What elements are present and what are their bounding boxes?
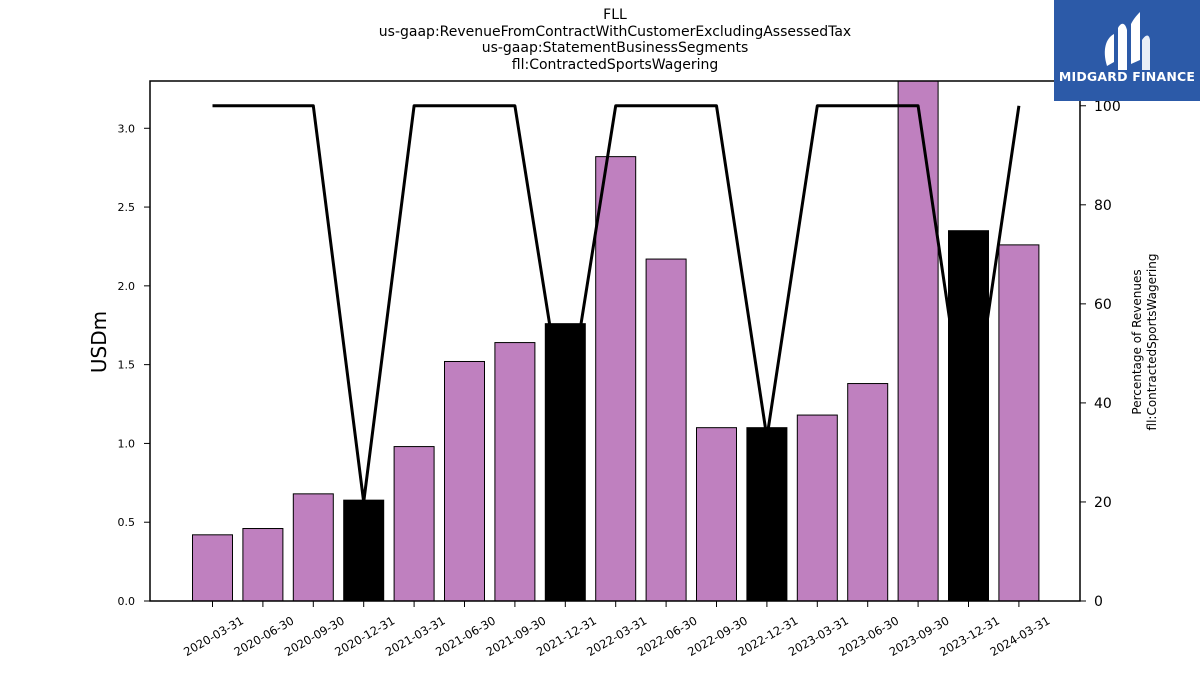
y-tick-label: 2.5 [118, 201, 136, 214]
midgard-logo-icon [1104, 12, 1150, 70]
y2-tick-label: 60 [1094, 297, 1112, 313]
chart-title-line-3: us-gaap:StatementBusinessSegments [481, 40, 749, 56]
bar-2020-09-30 [292, 493, 334, 602]
y-tick-label: 0.0 [118, 595, 136, 608]
bar-series [192, 80, 1040, 602]
y-tick-label: 3.0 [118, 122, 136, 135]
y-tick-label: 1.0 [118, 437, 136, 450]
bar-2021-03-31 [393, 446, 435, 602]
y2-tick-label: 80 [1094, 198, 1112, 214]
y-tick-label: 1.5 [118, 359, 136, 372]
chart-title-line-2: us-gaap:RevenueFromContractWithCustomerE… [378, 24, 852, 40]
bar-2021-12-31 [544, 323, 586, 602]
y2-tick-label: 40 [1094, 396, 1112, 412]
midgard-finance-logo: MIDGARD FINANCE [1054, 0, 1200, 101]
percentage-line [212, 104, 1021, 504]
bar-2022-09-30 [696, 427, 737, 602]
plot-frame [149, 80, 1081, 602]
bar-2022-03-31 [595, 156, 637, 602]
y2-tick-label: 20 [1094, 495, 1112, 511]
y2-tick-label: 0 [1094, 594, 1103, 610]
y-tick-label: 2.0 [118, 280, 136, 293]
y-axis-label: USDm [87, 311, 111, 373]
bar-2022-12-31 [746, 427, 788, 602]
y2-tick-label: 100 [1094, 99, 1121, 115]
y2-axis-label-line-2: fll:ContractedSportsWagering [1145, 254, 1159, 431]
y2-axis-label-line-1: Percentage of Revenues [1130, 269, 1144, 414]
bar-2023-09-30 [897, 80, 939, 602]
y-tick-label: 0.5 [118, 516, 136, 529]
bar-2023-12-31 [948, 230, 989, 602]
bar-2023-03-31 [796, 414, 838, 602]
percentage-line-series [212, 104, 1021, 504]
bar-2021-06-30 [444, 360, 485, 602]
chart-title-line-1: FLL [603, 7, 627, 23]
bar-2020-06-30 [242, 528, 284, 602]
bar-2020-12-31 [343, 499, 385, 602]
logo-text: MIDGARD FINANCE [1058, 69, 1196, 84]
bar-2022-06-30 [645, 258, 687, 602]
bar-2020-03-31 [192, 534, 233, 602]
bar-2021-09-30 [494, 342, 536, 602]
bar-2023-06-30 [847, 383, 889, 602]
chart-title-line-4: fll:ContractedSportsWagering [511, 57, 719, 73]
bar-2024-03-31 [998, 244, 1040, 602]
